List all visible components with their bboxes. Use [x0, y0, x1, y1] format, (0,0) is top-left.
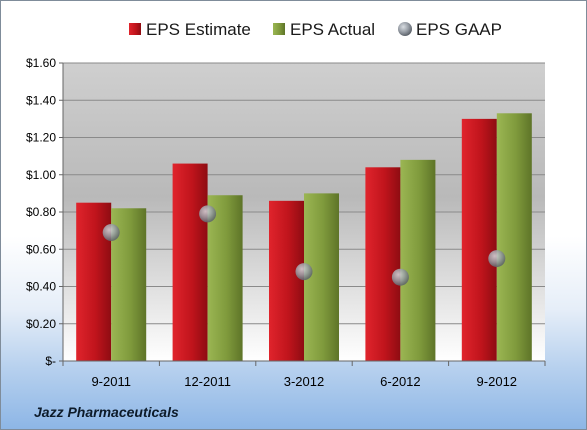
company-name: Jazz Pharmaceuticals: [34, 404, 179, 420]
bar-eps-estimate: [365, 167, 401, 361]
y-tick-label: $1.40: [26, 93, 56, 107]
x-tick-label: 9-2012: [477, 374, 517, 389]
y-tick-label: $0.40: [26, 280, 56, 294]
marker-eps-gaap: [199, 205, 217, 223]
bar-eps-actual: [496, 113, 532, 361]
marker-eps-gaap: [295, 263, 313, 281]
y-tick-label: $-: [45, 354, 56, 368]
legend-swatch-1: [273, 23, 285, 35]
bar-eps-estimate: [461, 118, 497, 361]
legend-swatch-0: [129, 23, 141, 35]
y-tick-label: $0.80: [26, 205, 56, 219]
bar-eps-estimate: [172, 163, 208, 361]
legend-label-2: EPS GAAP: [416, 20, 502, 39]
x-tick-label: 12-2011: [184, 374, 231, 389]
y-tick-label: $0.20: [26, 317, 56, 331]
x-tick-label: 6-2012: [380, 374, 420, 389]
legend-label-1: EPS Actual: [290, 20, 375, 39]
y-tick-label: $0.60: [26, 242, 56, 256]
legend-label-0: EPS Estimate: [146, 20, 251, 39]
legend-swatch-2: [398, 22, 412, 36]
x-tick-label: 9-2011: [91, 374, 131, 389]
y-tick-label: $1.20: [26, 131, 56, 145]
bar-eps-actual: [207, 195, 243, 361]
marker-eps-gaap: [391, 268, 409, 286]
marker-eps-gaap: [488, 250, 506, 268]
y-tick-label: $1.60: [26, 56, 56, 70]
bar-eps-actual: [400, 159, 436, 361]
y-tick-label: $1.00: [26, 168, 56, 182]
bar-eps-estimate: [269, 200, 304, 361]
marker-eps-gaap: [102, 223, 120, 241]
x-tick-label: 3-2012: [284, 374, 324, 389]
